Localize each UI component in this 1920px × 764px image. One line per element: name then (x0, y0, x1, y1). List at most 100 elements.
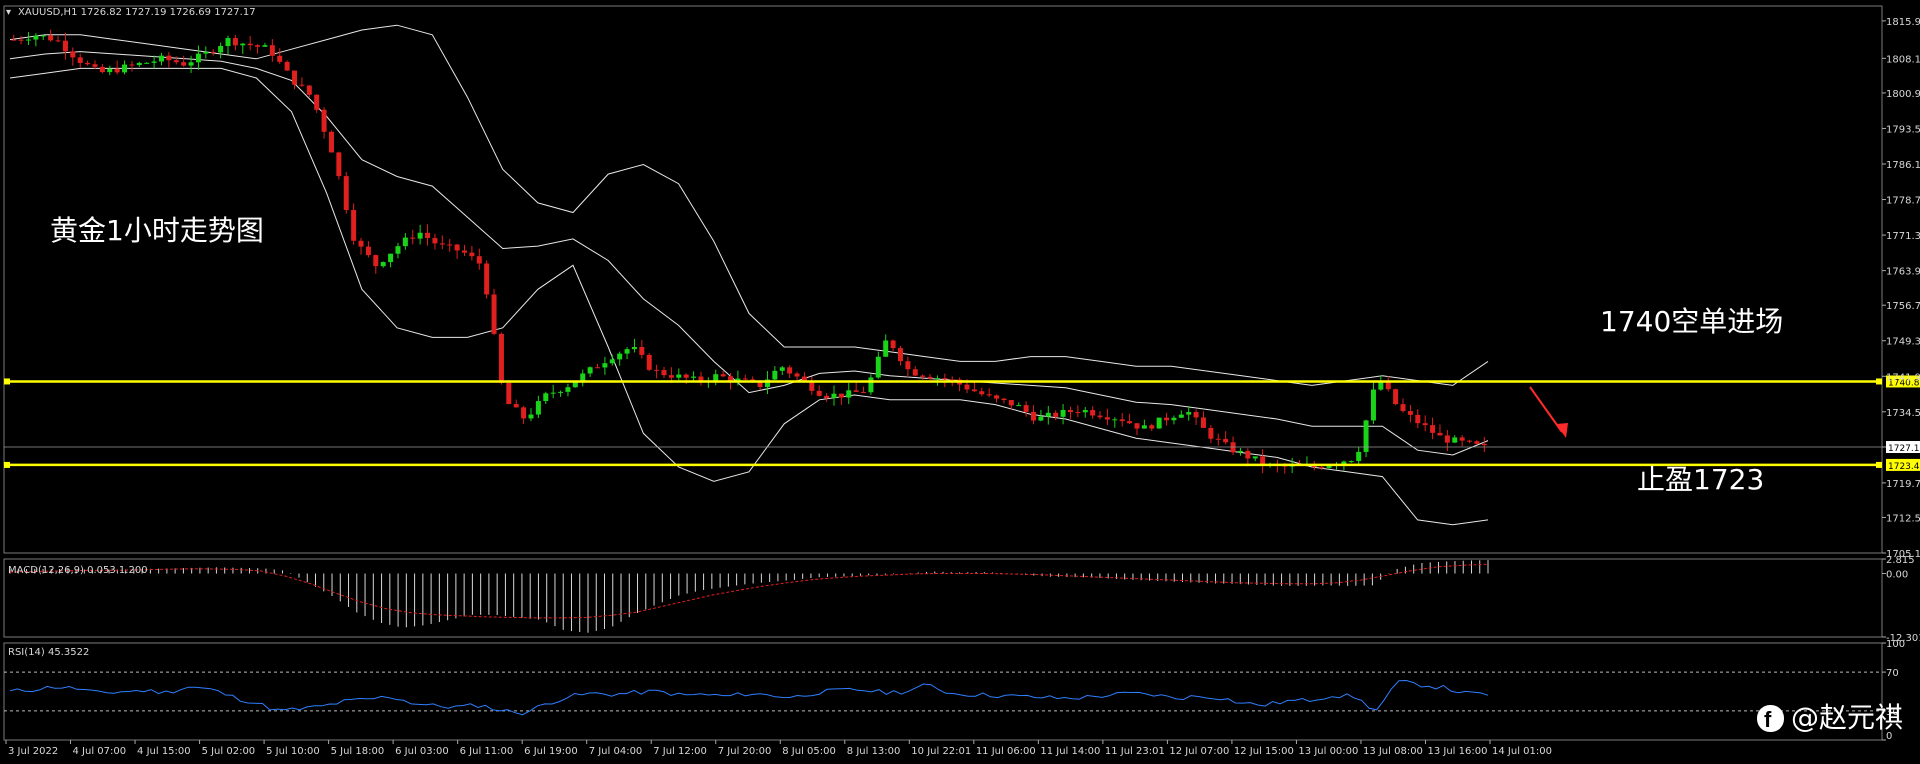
rsi-tick-label: 70 (1886, 668, 1899, 679)
candle-body (402, 237, 408, 247)
candle-body (114, 68, 120, 73)
candle-body (1215, 438, 1221, 440)
macd-signal-polyline (9, 563, 1489, 619)
candle-body (1370, 389, 1376, 421)
candle-body (1119, 419, 1125, 422)
candle-body (1016, 405, 1022, 407)
candle-body (816, 390, 822, 396)
candle-body (484, 263, 490, 295)
time-tick-label: 8 Jul 13:00 (847, 746, 901, 757)
candle-body (232, 38, 238, 46)
candles-group (11, 29, 1487, 474)
candle-body (1134, 423, 1140, 429)
macd-tick-label: -12.301 (1886, 633, 1920, 644)
candle-body (668, 375, 674, 378)
rsi-axis: 100 70 30 0 (1882, 639, 1905, 742)
candle-body (617, 353, 623, 360)
time-tick-label: 12 Jul 15:00 (1234, 746, 1294, 757)
candle-body (92, 64, 98, 67)
candle-body (299, 84, 305, 86)
candle-body (328, 131, 334, 153)
candle-body (1097, 415, 1103, 418)
candle-body (506, 382, 512, 405)
mid-band-line (9, 51, 1489, 456)
candle-body (794, 373, 800, 377)
candle-body (1023, 405, 1029, 412)
current-price-box (1886, 441, 1920, 454)
candle-body (676, 374, 682, 378)
panel-frame-0 (3, 5, 1883, 554)
dropdown-arrow-icon[interactable]: ▾ (6, 7, 11, 18)
takeprofit-label-cn: 止盈1723 (1637, 463, 1764, 496)
candle-body (351, 210, 357, 241)
candle-body (1467, 440, 1473, 442)
candle-body (262, 45, 268, 47)
price-tick-label: 1800.90 (1886, 89, 1920, 100)
candle-body (565, 387, 571, 392)
candle-body (1437, 432, 1443, 436)
candle-body (639, 347, 645, 355)
candle-body (1252, 456, 1258, 459)
price-tick-label: 1778.70 (1886, 196, 1920, 207)
candle-body (861, 391, 867, 393)
candle-body (40, 35, 46, 37)
candle-body (380, 262, 386, 267)
level-handle (4, 378, 10, 385)
time-tick-label: 8 Jul 05:00 (782, 746, 836, 757)
panel-frame-2 (3, 642, 1883, 741)
rsi-tick-label: 30 (1886, 707, 1899, 718)
candle-body (1319, 467, 1325, 469)
candle-body (1415, 414, 1421, 424)
candle-body (691, 376, 697, 378)
candle-body (225, 38, 231, 47)
candle-body (964, 384, 970, 390)
main-price-panel: 1740.82 1723.44 1815.90 1808.10 1800.90 1793… (4, 7, 1920, 560)
price-tick-label: 1786.10 (1886, 160, 1920, 171)
candle-body (321, 109, 327, 132)
candle-body (336, 152, 342, 177)
candle-body (240, 43, 246, 46)
candle-body (698, 376, 704, 381)
macd-signal-line (9, 563, 1489, 619)
time-tick-label: 12 Jul 07:00 (1169, 746, 1229, 757)
watermark-text: @赵元祺 (1791, 701, 1903, 734)
time-tick-label: 4 Jul 07:00 (73, 746, 127, 757)
candle-body (1075, 412, 1081, 414)
time-tick-label: 5 Jul 18:00 (331, 746, 385, 757)
rsi-header: RSI(14) 45.3522 (8, 647, 89, 658)
candle-body (1200, 417, 1206, 428)
candle-body (1156, 417, 1162, 429)
candle-body (631, 347, 637, 350)
time-tick-label: 13 Jul 08:00 (1363, 746, 1423, 757)
current-price-label: 1727.17 (1888, 444, 1920, 454)
candle-body (772, 370, 778, 380)
macd-tick-label: 2.815 (1886, 555, 1915, 566)
time-tick-label: 3 Jul 2022 (8, 746, 58, 757)
candle-body (388, 253, 394, 263)
level-price-label: 1723.44 (1888, 462, 1920, 472)
time-tick-label: 11 Jul 14:00 (1040, 746, 1100, 757)
candle-body (439, 243, 445, 245)
candle-body (1393, 389, 1399, 405)
time-tick-label: 7 Jul 12:00 (653, 746, 707, 757)
candle-body (1326, 465, 1332, 468)
level-price-box (1886, 375, 1920, 388)
candle-body (218, 46, 224, 53)
price-tick-label: 1741.90 (1886, 372, 1920, 383)
candle-body (609, 359, 615, 364)
candle-body (1237, 450, 1243, 453)
price-tick-label: 1719.70 (1886, 479, 1920, 490)
time-tick-label: 6 Jul 03:00 (395, 746, 449, 757)
candle-body (994, 395, 1000, 399)
candle-body (1223, 438, 1229, 443)
candle-body (942, 378, 948, 380)
candle-body (1430, 425, 1436, 433)
candle-body (720, 374, 726, 377)
macd-histogram (9, 560, 1489, 633)
candle-body (587, 367, 593, 374)
candle-body (1031, 411, 1037, 421)
candle-body (343, 176, 349, 211)
candle-body (750, 379, 756, 381)
candle-body (129, 64, 135, 66)
